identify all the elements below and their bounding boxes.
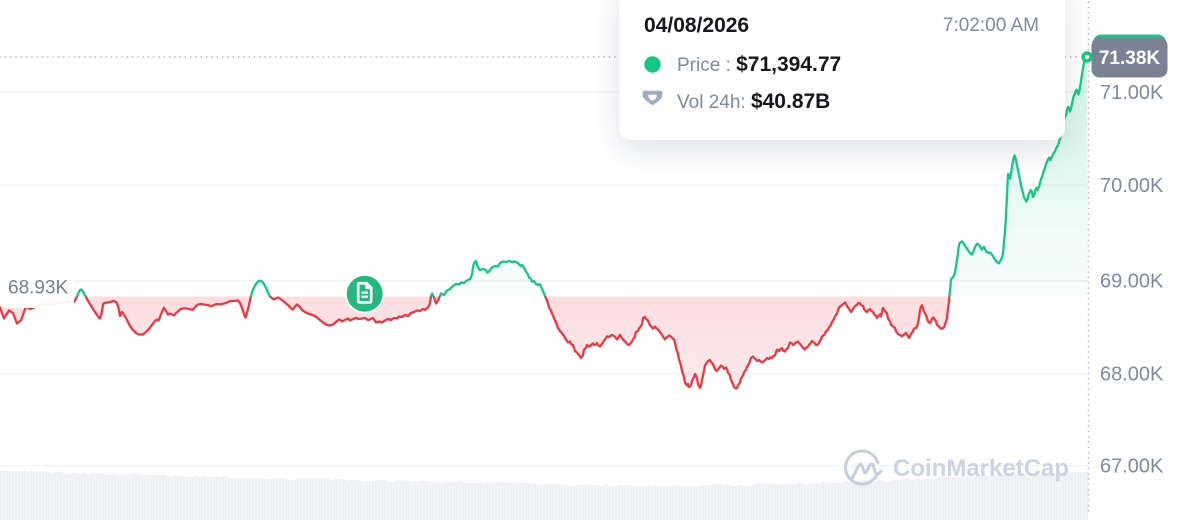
svg-text:CoinMarketCap: CoinMarketCap [893, 455, 1069, 482]
svg-text:69.00K: 69.00K [1100, 271, 1164, 293]
svg-text:71.38K: 71.38K [1099, 48, 1161, 69]
svg-text:70.00K: 70.00K [1100, 175, 1164, 197]
svg-text:68.93K: 68.93K [8, 278, 69, 299]
svg-text:71.00K: 71.00K [1100, 82, 1164, 104]
svg-text:68.00K: 68.00K [1100, 364, 1164, 386]
svg-text:67.00K: 67.00K [1100, 455, 1164, 477]
